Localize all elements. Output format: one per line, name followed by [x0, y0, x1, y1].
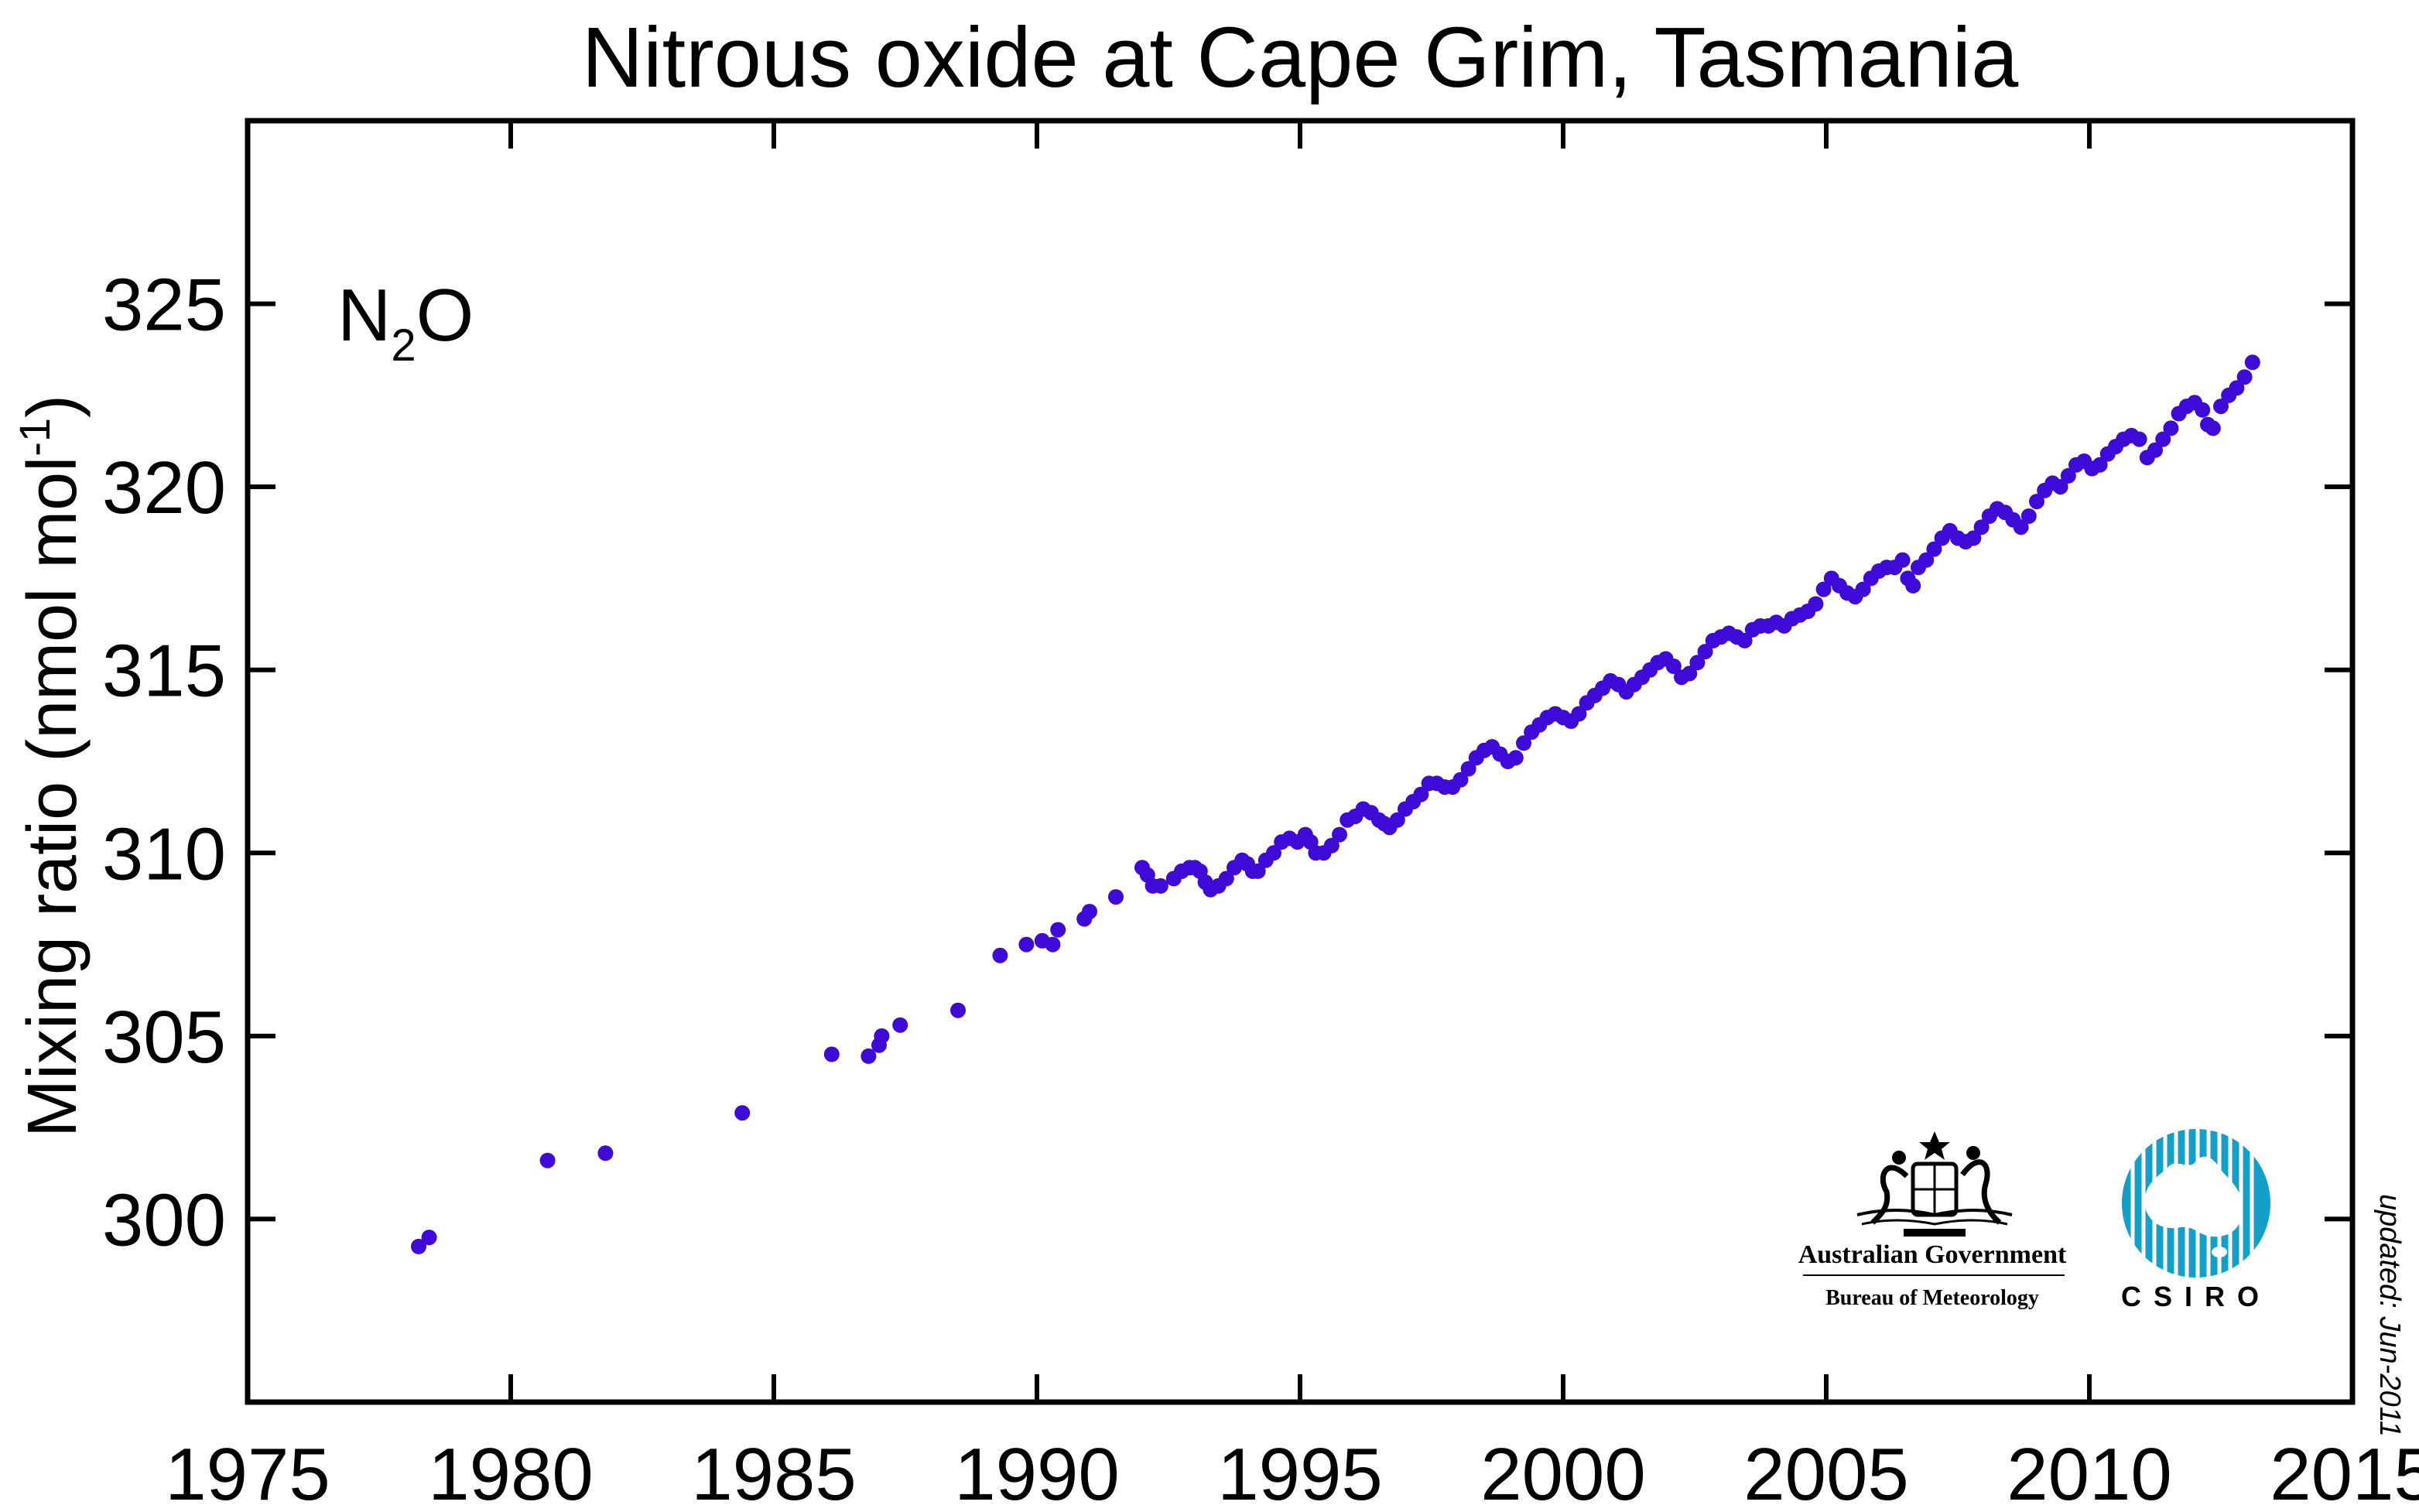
- data-point: [1926, 541, 1942, 557]
- data-point: [2205, 420, 2221, 436]
- data-point: [2236, 369, 2253, 385]
- x-tick-label: 2000: [1480, 1433, 1646, 1512]
- data-point: [1332, 826, 1347, 843]
- y-tick-label: 310: [102, 812, 226, 895]
- y-axis-label: Mixing ratio (nmol mol-1): [10, 395, 91, 1137]
- updated-note: updated: Jun-2011: [2373, 1194, 2406, 1437]
- species-label-main: N: [337, 274, 391, 357]
- data-point: [411, 1238, 426, 1254]
- data-point: [1018, 936, 1035, 953]
- data-point: [1894, 552, 1911, 568]
- y-axis-label-sup: -1: [10, 418, 59, 457]
- data-point: [1045, 936, 1061, 953]
- gov-logo-line1: Australian Government: [1798, 1240, 2067, 1269]
- data-point: [861, 1048, 877, 1064]
- coat-of-arms-icon: [1856, 1131, 2013, 1237]
- data-point: [2092, 457, 2108, 473]
- data-point: [1697, 644, 1713, 660]
- data-points: [411, 354, 2260, 1254]
- data-point: [2131, 431, 2147, 447]
- axis-ticks: [248, 121, 2352, 1402]
- data-point: [1250, 863, 1266, 879]
- data-point: [1736, 632, 1753, 648]
- x-tick-label: 1995: [1217, 1433, 1383, 1512]
- y-axis-label-end: ): [14, 395, 91, 418]
- y-tick-label: 300: [102, 1178, 226, 1261]
- data-point: [1108, 889, 1124, 905]
- data-point: [539, 1152, 556, 1168]
- data-point: [1855, 581, 1871, 597]
- x-tick-label: 1985: [691, 1433, 857, 1512]
- australia-map-icon: [2144, 1156, 2243, 1237]
- x-tick-label: 2015: [2270, 1433, 2419, 1512]
- data-point: [2229, 380, 2245, 396]
- data-point: [892, 1017, 908, 1033]
- data-point: [823, 1046, 840, 1062]
- x-tick-label: 2010: [2007, 1433, 2172, 1512]
- y-tick-label: 325: [102, 264, 226, 347]
- data-point: [1918, 552, 1935, 568]
- data-point: [1516, 735, 1531, 751]
- data-point: [597, 1145, 614, 1161]
- data-point: [2020, 508, 2037, 524]
- data-point: [1808, 596, 1824, 612]
- x-tick-label: 1990: [954, 1433, 1120, 1512]
- chart-title: Nitrous oxide at Cape Grim, Tasmania: [582, 10, 2019, 105]
- csiro-logo-text: CSIRO: [2121, 1281, 2271, 1312]
- data-point: [1966, 530, 1982, 546]
- data-point: [1665, 659, 1682, 674]
- data-point: [734, 1105, 751, 1121]
- y-tick-label: 320: [102, 446, 226, 529]
- data-point: [2195, 402, 2211, 418]
- data-point: [2213, 399, 2229, 415]
- data-point: [2052, 479, 2068, 495]
- data-point: [2013, 519, 2029, 535]
- data-point: [1082, 904, 1097, 919]
- axis-tick-labels: 1975 1980 1985 1990 1995 2000 2005 2010 2015 300 3…: [102, 264, 2419, 1512]
- data-point: [1050, 922, 1066, 938]
- data-point: [1389, 812, 1405, 828]
- data-point: [1905, 577, 1921, 594]
- data-point: [2147, 442, 2163, 458]
- species-label: N2O: [337, 274, 474, 371]
- data-point: [2163, 420, 2179, 436]
- y-tick-label: 305: [102, 996, 226, 1079]
- data-point: [2155, 431, 2171, 447]
- data-point: [2244, 354, 2260, 371]
- data-point: [1682, 665, 1698, 682]
- gov-logo-line2: Bureau of Meteorology: [1825, 1286, 2039, 1310]
- data-point: [1571, 706, 1587, 722]
- data-point: [1973, 519, 1990, 535]
- data-point: [2029, 494, 2044, 510]
- y-tick-label: 315: [102, 630, 226, 713]
- svg-text:Mixing ratio (nmol mol-1): Mixing ratio (nmol mol-1): [10, 395, 91, 1137]
- data-point: [874, 1028, 890, 1044]
- data-point: [1507, 750, 1524, 766]
- x-tick-label: 1980: [428, 1433, 594, 1512]
- y-axis-label-main: Mixing ratio (nmol mol: [14, 457, 91, 1137]
- data-point: [1452, 771, 1469, 788]
- data-point: [950, 1002, 966, 1018]
- data-point: [1413, 786, 1429, 802]
- data-point: [2060, 467, 2076, 484]
- data-point: [1323, 837, 1340, 853]
- data-point: [421, 1230, 437, 1246]
- data-point: [1815, 581, 1832, 597]
- data-point: [1266, 845, 1281, 861]
- data-point: [1152, 877, 1168, 894]
- australian-government-logo: Australian Government Bureau of Meteorol…: [1798, 1131, 2067, 1310]
- csiro-logo: CSIRO: [2121, 1129, 2271, 1312]
- x-tick-label: 1975: [165, 1433, 330, 1512]
- species-label-end: O: [416, 274, 474, 357]
- species-label-sub: 2: [391, 320, 416, 371]
- x-tick-label: 2005: [1743, 1433, 1909, 1512]
- data-point: [1218, 871, 1234, 887]
- data-point: [992, 947, 1008, 963]
- data-point: [1689, 655, 1706, 671]
- data-point: [1460, 761, 1476, 777]
